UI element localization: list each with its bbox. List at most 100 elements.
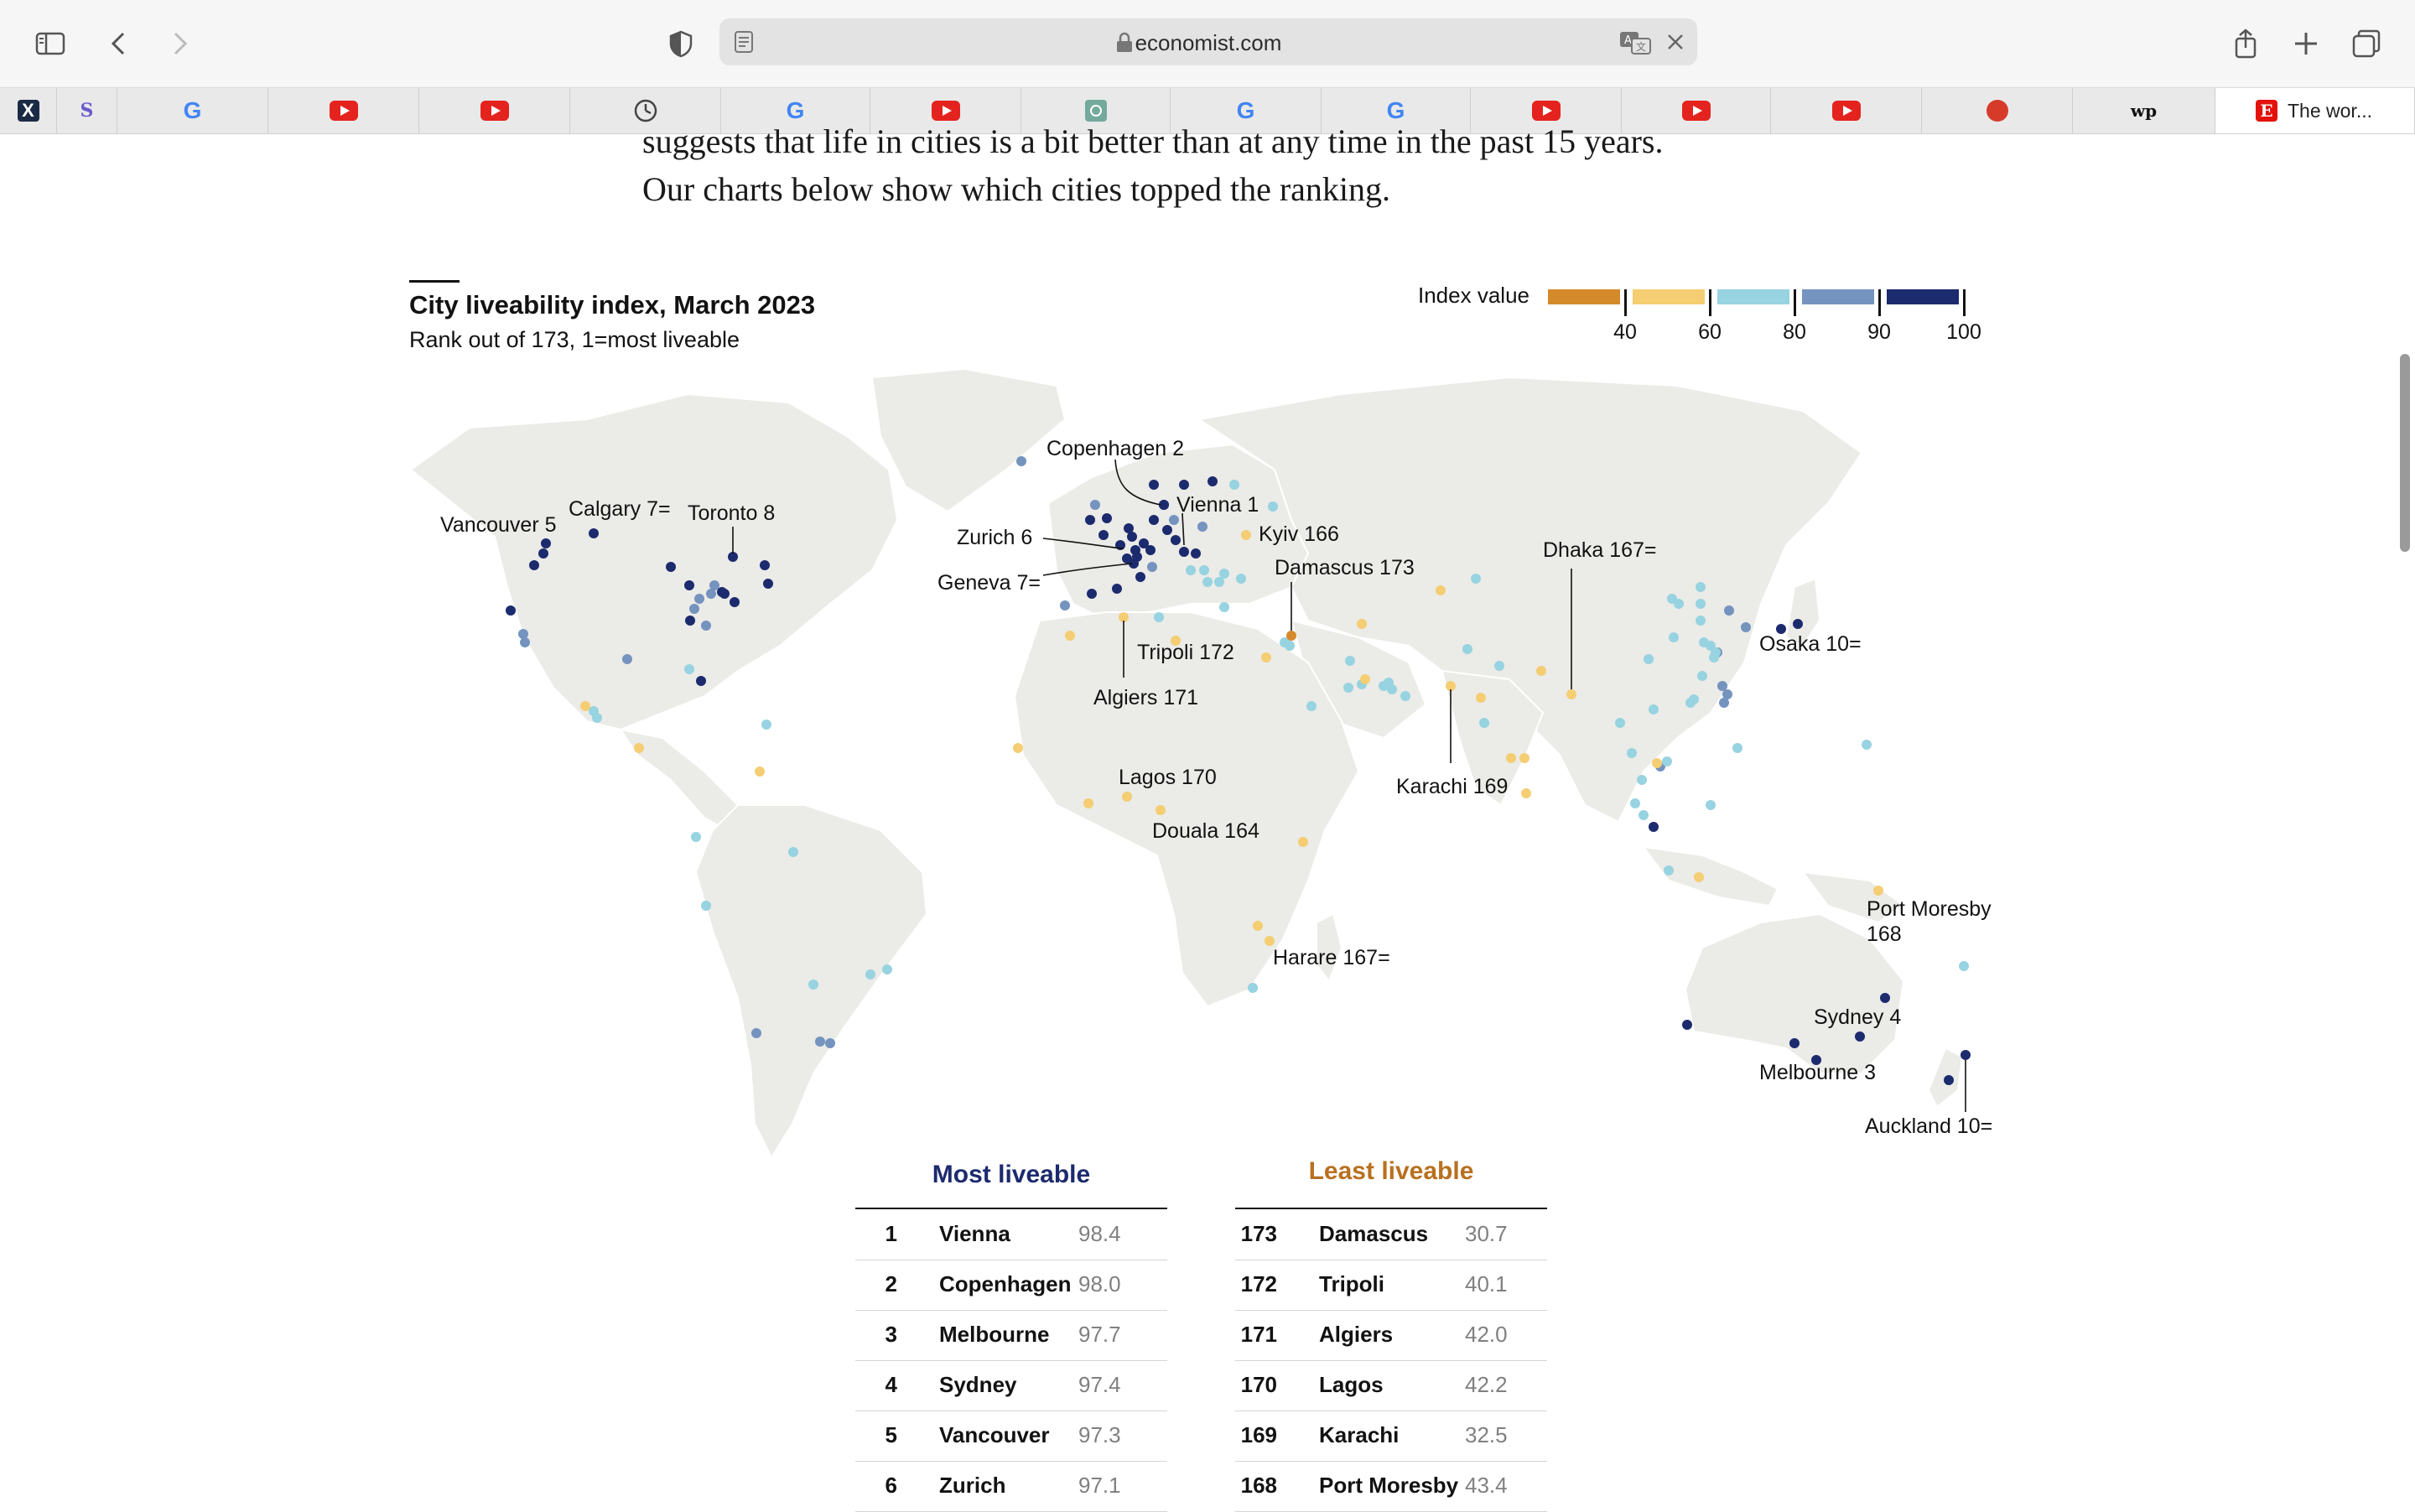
tab-economist[interactable]: E The wor... xyxy=(2215,88,2415,133)
city-dot xyxy=(825,1038,835,1048)
city-dot xyxy=(1102,513,1112,523)
city-dot xyxy=(1253,921,1263,931)
city-cell: Copenhagen xyxy=(939,1271,1072,1296)
label-harare: Harare 167= xyxy=(1273,946,1390,969)
rank-cell: 2 xyxy=(885,1271,897,1296)
leader-line-vienna xyxy=(1182,512,1185,546)
tab-youtube-1[interactable] xyxy=(268,88,419,133)
city-dot xyxy=(701,901,711,911)
x-logo-icon: X xyxy=(17,100,39,122)
city-dot xyxy=(1669,632,1679,642)
city-dot xyxy=(506,605,516,616)
city-dot-karachi xyxy=(1446,681,1456,691)
tab-chatgpt[interactable] xyxy=(1021,88,1171,133)
city-dot xyxy=(1149,480,1159,490)
city-dot xyxy=(865,969,875,979)
city-dot xyxy=(1208,476,1218,486)
tab-bar: X S G G G G wp E The wor... xyxy=(0,88,2415,134)
city-dot xyxy=(815,1037,825,1047)
youtube-icon xyxy=(1531,101,1561,121)
tab-youtube-2[interactable] xyxy=(419,88,570,133)
city-dot xyxy=(1471,574,1481,584)
tab-wp[interactable]: wp xyxy=(2073,88,2215,133)
share-icon[interactable] xyxy=(2227,25,2264,62)
value-cell: 98.4 xyxy=(1078,1221,1121,1246)
tab-youtube-6[interactable] xyxy=(1771,88,1922,133)
asia-landmass xyxy=(1197,376,1863,824)
city-dot xyxy=(1124,523,1134,533)
forward-icon[interactable] xyxy=(161,25,198,62)
tab-anti[interactable] xyxy=(1922,88,2073,133)
label-toronto: Toronto 8 xyxy=(688,501,775,525)
rank-cell: 173 xyxy=(1240,1221,1277,1246)
tab-google-2[interactable]: G xyxy=(721,88,870,133)
city-dot xyxy=(634,743,644,753)
city-cell: Vancouver xyxy=(939,1422,1050,1447)
city-dot xyxy=(1627,748,1637,758)
city-cell: Karachi xyxy=(1319,1422,1400,1447)
tab-youtube-5[interactable] xyxy=(1622,88,1771,133)
new-tab-icon[interactable] xyxy=(2288,25,2324,62)
tab-youtube-3[interactable] xyxy=(870,88,1021,133)
table-row: 3 Melbourne 97.7 xyxy=(855,1310,1167,1361)
city-dot xyxy=(1169,515,1179,525)
page-scrollbar[interactable] xyxy=(2400,354,2410,552)
leader-lines xyxy=(732,459,1966,1112)
city-dot xyxy=(1268,501,1278,512)
label-auckland: Auckland 10= xyxy=(1865,1115,1992,1138)
value-cell: 98.0 xyxy=(1078,1271,1121,1296)
rank-cell: 1 xyxy=(885,1221,897,1246)
lock-icon xyxy=(1117,32,1132,52)
city-dot xyxy=(717,587,727,597)
city-dot xyxy=(1664,865,1674,876)
close-icon[interactable] xyxy=(1664,30,1687,58)
city-cell: Algiers xyxy=(1319,1322,1394,1347)
city-dot xyxy=(1343,683,1353,693)
city-dot xyxy=(1732,743,1742,753)
chatgpt-icon xyxy=(1084,100,1107,122)
table-row: 173 Damascus 30.7 xyxy=(1235,1209,1547,1260)
value-cell: 97.7 xyxy=(1078,1322,1121,1347)
tab-clock[interactable] xyxy=(570,88,721,133)
sidebar-toggle-icon[interactable] xyxy=(32,25,69,62)
tab-overview-icon[interactable] xyxy=(2348,25,2385,62)
city-dot xyxy=(1722,689,1732,699)
city-dot xyxy=(1706,800,1716,810)
tab-youtube-4[interactable] xyxy=(1471,88,1622,133)
value-cell: 43.4 xyxy=(1465,1473,1508,1498)
city-dot xyxy=(1261,652,1271,662)
city-dot-dhaka xyxy=(1566,689,1576,699)
city-dot xyxy=(882,964,892,974)
legend-label: 40 xyxy=(1613,320,1637,344)
tab-x[interactable]: X xyxy=(0,88,57,133)
city-dot xyxy=(1536,666,1546,676)
madagascar-landmass xyxy=(1316,912,1343,984)
privacy-shield-icon[interactable] xyxy=(662,25,699,62)
city-dot xyxy=(763,579,773,589)
article-intro: suggests that life in cities is a bit be… xyxy=(642,122,1816,213)
tab-google-1[interactable]: G xyxy=(117,88,268,133)
city-dot xyxy=(1462,644,1472,654)
back-icon[interactable] xyxy=(101,25,138,62)
table-row: 2 Copenhagen 98.0 xyxy=(855,1260,1167,1311)
city-dot-sydney xyxy=(1880,993,1890,1003)
leader-line-copenhagen xyxy=(1114,459,1161,506)
city-dot xyxy=(1248,983,1258,993)
value-cell: 97.4 xyxy=(1078,1372,1121,1397)
label-lagos: Lagos 170 xyxy=(1119,766,1217,789)
city-dot xyxy=(1506,753,1516,763)
city-cell: Damascus xyxy=(1319,1221,1429,1246)
value-cell: 42.2 xyxy=(1465,1372,1508,1397)
tab-google-3[interactable]: G xyxy=(1171,88,1322,133)
city-dot xyxy=(1682,1020,1692,1030)
tab-google-4[interactable]: G xyxy=(1322,88,1471,133)
city-dot xyxy=(1639,810,1649,820)
city-labels: Copenhagen 2 Vienna 1 Kyiv 166 Damascus … xyxy=(440,437,1992,1138)
tab-s[interactable]: S xyxy=(57,88,117,133)
reader-mode-icon[interactable] xyxy=(731,29,756,60)
city-dot xyxy=(666,562,676,572)
city-dot xyxy=(1016,456,1026,466)
